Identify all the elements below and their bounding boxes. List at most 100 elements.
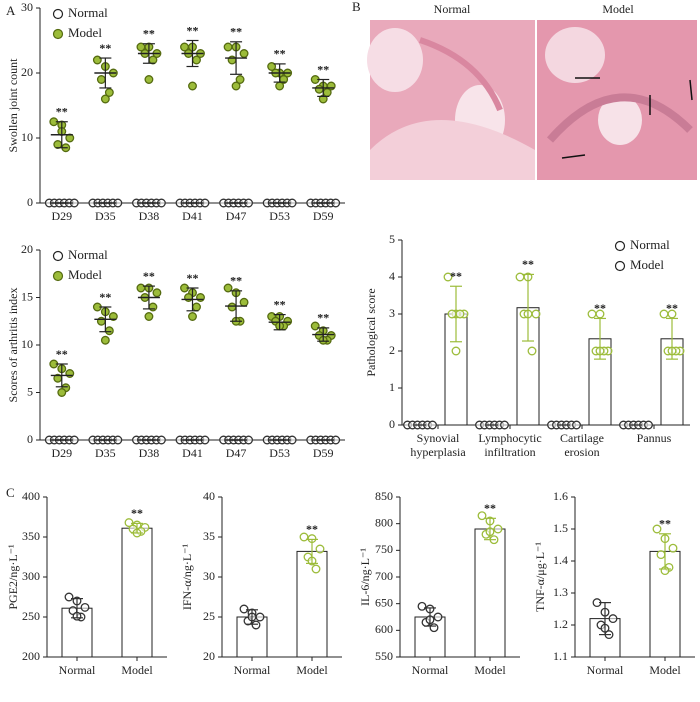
histology-normal bbox=[367, 20, 535, 180]
y-axis-label: PGE2/ng·L⁻¹ bbox=[6, 544, 20, 610]
x-tick-label: Pannus bbox=[637, 431, 672, 445]
y-tick-label: 20 bbox=[203, 649, 215, 663]
y-tick-label: 2 bbox=[389, 343, 395, 357]
legend-marker bbox=[52, 8, 64, 20]
x-tick-label: Normal bbox=[59, 663, 96, 677]
x-tick-label: Synovial hyperplasia bbox=[410, 431, 466, 459]
significance: ** bbox=[666, 301, 678, 315]
y-tick-label: 5 bbox=[389, 232, 395, 246]
x-tick-label: D29 bbox=[51, 209, 72, 223]
legend-marker bbox=[52, 28, 64, 40]
significance: ** bbox=[230, 274, 242, 288]
y-tick-label: 0 bbox=[27, 432, 33, 446]
data-point bbox=[429, 623, 439, 633]
significance: ** bbox=[450, 269, 462, 283]
x-tick-label: Normal bbox=[412, 663, 449, 677]
y-tick-label: 200 bbox=[22, 649, 40, 663]
significance: ** bbox=[143, 269, 155, 283]
legend-marker bbox=[614, 260, 626, 272]
legend-label: Model bbox=[630, 257, 664, 272]
data-point bbox=[527, 346, 537, 356]
y-axis-label: Scores of arthritis index bbox=[6, 288, 20, 403]
data-point bbox=[267, 62, 277, 71]
y-tick-label: 400 bbox=[22, 489, 40, 503]
y-tick-label: 1.3 bbox=[553, 585, 568, 599]
y-tick-label: 0 bbox=[389, 417, 395, 431]
x-tick-label: D35 bbox=[95, 446, 116, 460]
y-axis-label: Pathological score bbox=[364, 288, 378, 376]
image-label: Model bbox=[602, 2, 634, 16]
x-tick-label: D35 bbox=[95, 209, 116, 223]
data-point bbox=[196, 293, 205, 302]
data-point bbox=[239, 297, 249, 307]
data-point bbox=[477, 511, 487, 521]
x-tick-label: Normal bbox=[234, 663, 271, 677]
data-point bbox=[65, 369, 75, 378]
significance: ** bbox=[659, 517, 671, 531]
bar bbox=[121, 527, 153, 658]
data-point bbox=[451, 346, 461, 356]
panel-label: A bbox=[6, 3, 16, 18]
data-point bbox=[455, 309, 465, 319]
y-tick-label: 1 bbox=[389, 380, 395, 394]
data-point bbox=[57, 388, 67, 397]
x-tick-label: D59 bbox=[313, 446, 334, 460]
data-point bbox=[192, 55, 201, 65]
x-tick-label: D29 bbox=[51, 446, 72, 460]
x-tick-label: D38 bbox=[139, 209, 160, 223]
y-tick-label: 750 bbox=[375, 542, 393, 556]
data-point bbox=[144, 75, 154, 84]
significance: ** bbox=[99, 41, 111, 55]
data-point bbox=[124, 518, 134, 528]
data-point bbox=[96, 75, 106, 84]
significance: ** bbox=[56, 105, 68, 119]
x-tick-label: D53 bbox=[269, 209, 290, 223]
y-tick-label: 650 bbox=[375, 595, 393, 609]
y-tick-label: 300 bbox=[22, 569, 40, 583]
data-point bbox=[188, 312, 197, 321]
significance: ** bbox=[187, 23, 199, 37]
y-tick-label: 25 bbox=[203, 609, 215, 623]
x-tick-label: D38 bbox=[139, 446, 160, 460]
histology-model bbox=[537, 20, 697, 180]
data-point bbox=[500, 420, 509, 430]
legend-label: Normal bbox=[68, 5, 108, 20]
significance: ** bbox=[230, 25, 242, 39]
y-tick-label: 1.1 bbox=[553, 649, 568, 663]
data-point bbox=[239, 604, 249, 614]
legend-label: Normal bbox=[68, 247, 108, 262]
data-point bbox=[184, 293, 193, 302]
data-point bbox=[314, 84, 324, 94]
image-label: Normal bbox=[434, 2, 471, 16]
y-tick-label: 40 bbox=[203, 489, 215, 503]
data-point bbox=[428, 420, 437, 430]
data-point bbox=[433, 612, 443, 622]
data-point bbox=[104, 88, 114, 97]
data-point bbox=[100, 335, 110, 345]
x-tick-label: Model bbox=[474, 663, 506, 677]
y-axis-label: TNF-α/μg·L⁻¹ bbox=[533, 542, 547, 612]
x-tick-label: Model bbox=[649, 663, 681, 677]
y-tick-label: 1.6 bbox=[553, 489, 568, 503]
data-point bbox=[310, 321, 320, 331]
x-tick-label: D47 bbox=[226, 446, 247, 460]
bar bbox=[296, 550, 328, 658]
y-tick-label: 250 bbox=[22, 609, 40, 623]
significance: ** bbox=[317, 62, 329, 76]
data-point bbox=[668, 543, 678, 553]
x-tick-label: D41 bbox=[182, 446, 203, 460]
significance: ** bbox=[131, 506, 143, 520]
legend-marker bbox=[614, 240, 626, 252]
data-point bbox=[104, 326, 114, 336]
data-point bbox=[572, 420, 581, 430]
data-point bbox=[188, 81, 197, 91]
y-tick-label: 3 bbox=[389, 306, 395, 320]
data-point bbox=[64, 592, 74, 602]
data-point bbox=[92, 55, 102, 65]
data-point bbox=[644, 420, 653, 430]
data-point bbox=[231, 81, 241, 91]
y-tick-label: 700 bbox=[375, 569, 393, 583]
significance: ** bbox=[56, 347, 68, 361]
significance: ** bbox=[274, 297, 286, 311]
significance: ** bbox=[522, 257, 534, 271]
